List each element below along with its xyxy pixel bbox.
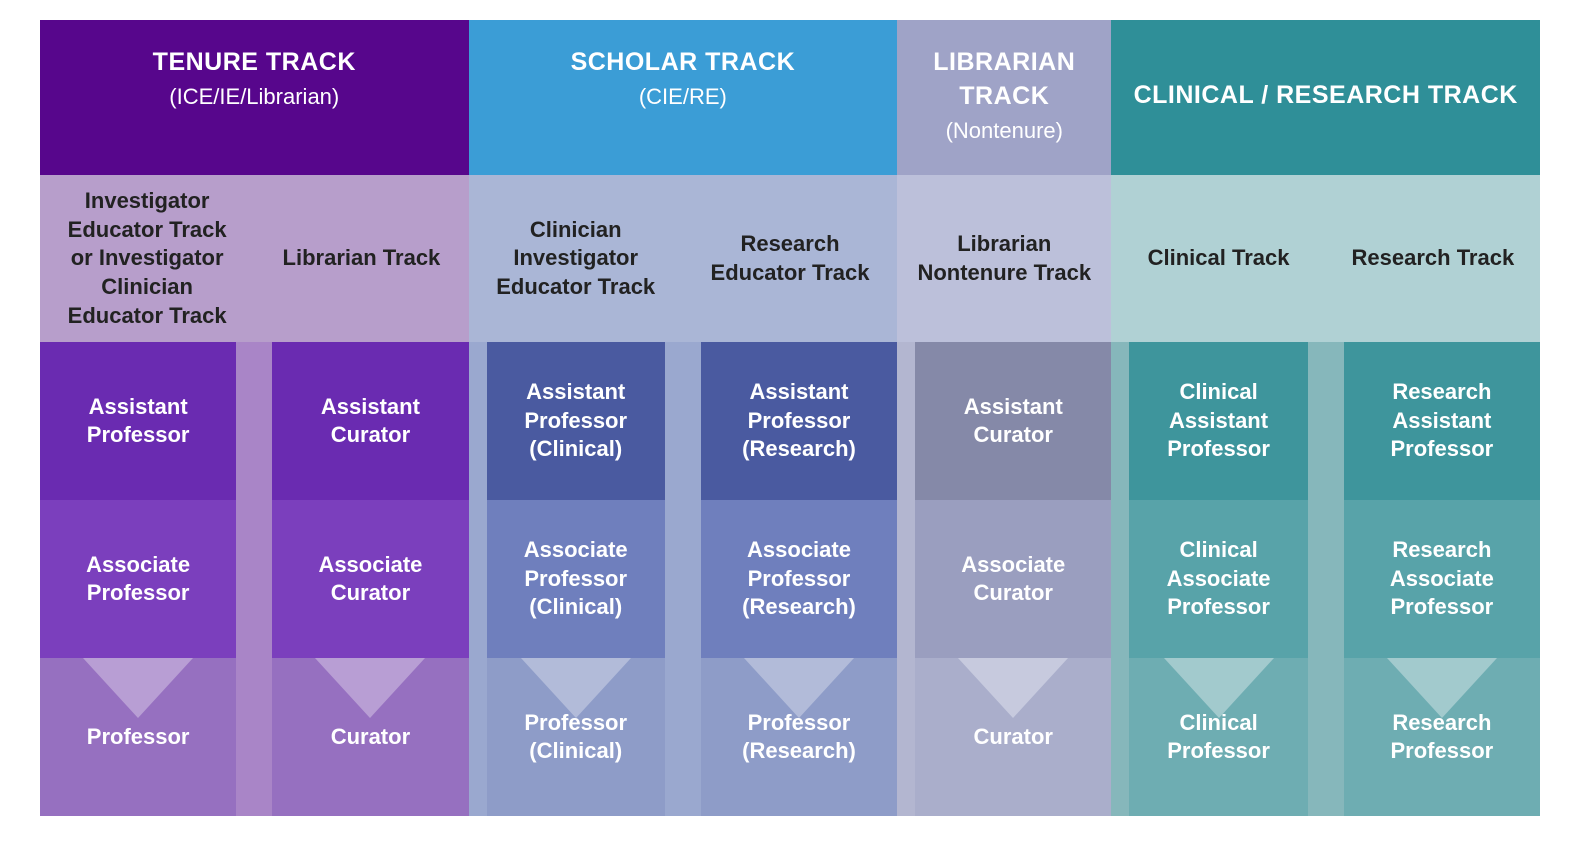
rank-full-col3: Professor (Clinical) — [469, 658, 683, 816]
header-librarian-subtitle: (Nontenure) — [909, 116, 1099, 146]
rank-assistant-col7-label: Research Assistant Professor — [1356, 378, 1528, 464]
rank-associate-col7: Research Associate Professor — [1326, 500, 1540, 658]
rank-full-col7-label: Research Professor — [1356, 709, 1528, 766]
rank-assistant-col7: Research Assistant Professor — [1326, 342, 1540, 500]
subheader-col1: Investigator Educator Track or Investiga… — [40, 175, 254, 342]
rank-full-col7: Research Professor — [1326, 658, 1540, 816]
subheader-col2-label: Librarian Track — [283, 244, 441, 273]
rank-associate-col1-label: Associate Professor — [52, 551, 224, 608]
header-librarian-track: LIBRARIAN TRACK (Nontenure) — [897, 20, 1111, 175]
rank-assistant-col4-label: Assistant Professor (Research) — [713, 378, 885, 464]
rank-associate-col7-label: Research Associate Professor — [1356, 536, 1528, 622]
subheader-col4: Research Educator Track — [683, 175, 897, 342]
rank-associate-col3: Associate Professor (Clinical) — [469, 500, 683, 658]
rank-assistant-col2: Assistant Curator — [254, 342, 468, 500]
rank-associate-col4-label: Associate Professor (Research) — [713, 536, 885, 622]
rank-associate-col3-label: Associate Professor (Clinical) — [499, 536, 653, 622]
rank-assistant-col6: Clinical Assistant Professor — [1111, 342, 1325, 500]
rank-assistant-col1-label: Assistant Professor — [52, 393, 224, 450]
subheader-col7: Research Track — [1326, 175, 1540, 342]
subheader-col7-label: Research Track — [1352, 244, 1515, 273]
rank-assistant-col5: Assistant Curator — [897, 342, 1111, 500]
rank-full-col1-label: Professor — [87, 723, 190, 752]
rank-full-col6: Clinical Professor — [1111, 658, 1325, 816]
rank-full-col2: Curator — [254, 658, 468, 816]
subheader-col5-label: Librarian Nontenure Track — [911, 230, 1097, 287]
rank-assistant-col4: Assistant Professor (Research) — [683, 342, 897, 500]
rank-assistant-col3-label: Assistant Professor (Clinical) — [499, 378, 653, 464]
rank-associate-col5-label: Associate Curator — [927, 551, 1099, 608]
subheader-col3-label: Clinician Investigator Educator Track — [483, 216, 669, 302]
rank-associate-col1: Associate Professor — [40, 500, 254, 658]
rank-assistant-col6-label: Clinical Assistant Professor — [1141, 378, 1295, 464]
rank-full-col4: Professor (Research) — [683, 658, 897, 816]
rank-associate-col4: Associate Professor (Research) — [683, 500, 897, 658]
chevron-down-icon — [315, 658, 425, 718]
header-tenure-subtitle: (ICE/IE/Librarian) — [52, 82, 457, 112]
rank-associate-col6: Clinical Associate Professor — [1111, 500, 1325, 658]
header-clinical-track: CLINICAL / RESEARCH TRACK — [1111, 20, 1540, 175]
rank-full-col5: Curator — [897, 658, 1111, 816]
academic-tracks-diagram: TENURE TRACK (ICE/IE/Librarian) SCHOLAR … — [40, 20, 1540, 816]
chevron-down-icon — [83, 658, 193, 718]
rank-associate-col6-label: Clinical Associate Professor — [1141, 536, 1295, 622]
rank-associate-col5: Associate Curator — [897, 500, 1111, 658]
rank-assistant-col2-label: Assistant Curator — [284, 393, 456, 450]
subheader-col6: Clinical Track — [1111, 175, 1325, 342]
rank-associate-col2-label: Associate Curator — [284, 551, 456, 608]
chevron-down-icon — [958, 658, 1068, 718]
rank-assistant-col5-label: Assistant Curator — [927, 393, 1099, 450]
rank-full-col4-label: Professor (Research) — [713, 709, 885, 766]
subheader-col6-label: Clinical Track — [1148, 244, 1290, 273]
subheader-col4-label: Research Educator Track — [697, 230, 883, 287]
rank-full-col6-label: Clinical Professor — [1141, 709, 1295, 766]
header-tenure-track: TENURE TRACK (ICE/IE/Librarian) — [40, 20, 469, 175]
subheader-col3: Clinician Investigator Educator Track — [469, 175, 683, 342]
header-tenure-title: TENURE TRACK — [52, 46, 457, 80]
rank-assistant-col1: Assistant Professor — [40, 342, 254, 500]
header-scholar-title: SCHOLAR TRACK — [481, 46, 886, 80]
rank-full-col2-label: Curator — [331, 723, 410, 752]
header-scholar-subtitle: (CIE/RE) — [481, 82, 886, 112]
subheader-col2: Librarian Track — [254, 175, 468, 342]
subheader-col5: Librarian Nontenure Track — [897, 175, 1111, 342]
header-scholar-track: SCHOLAR TRACK (CIE/RE) — [469, 20, 898, 175]
rank-associate-col2: Associate Curator — [254, 500, 468, 658]
header-clinical-title: CLINICAL / RESEARCH TRACK — [1134, 79, 1518, 112]
rank-full-col1: Professor — [40, 658, 254, 816]
rank-full-col5-label: Curator — [974, 723, 1053, 752]
rank-assistant-col3: Assistant Professor (Clinical) — [469, 342, 683, 500]
rank-full-col3-label: Professor (Clinical) — [499, 709, 653, 766]
header-librarian-title: LIBRARIAN TRACK — [909, 46, 1099, 114]
subheader-col1-label: Investigator Educator Track or Investiga… — [54, 187, 240, 330]
